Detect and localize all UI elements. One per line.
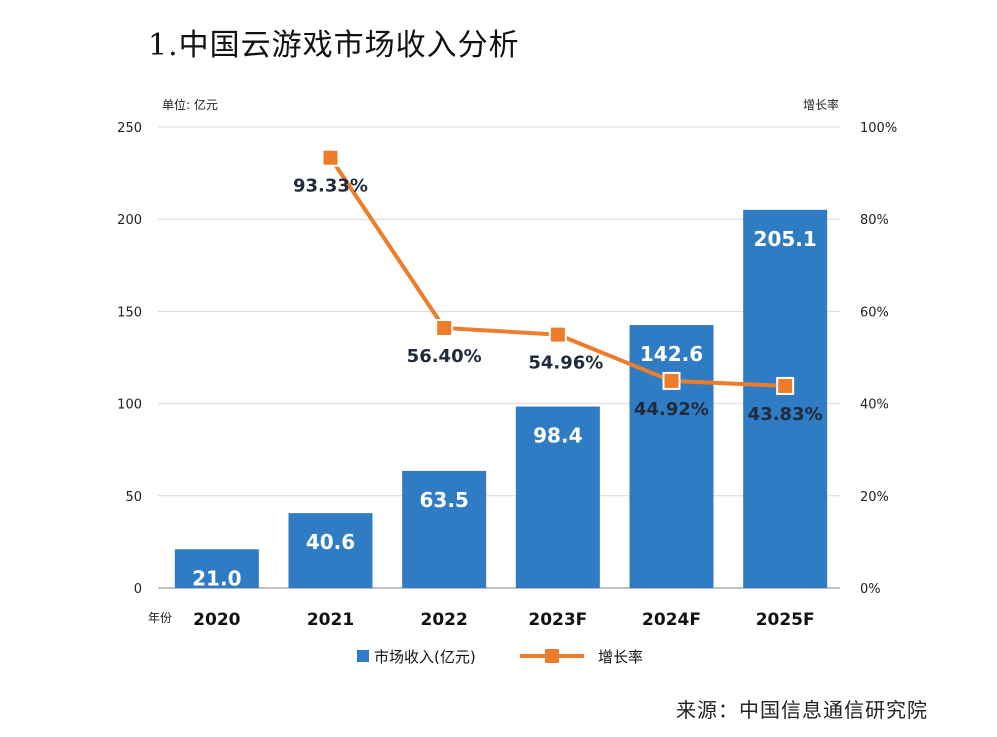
x-tick-label: 2024F — [642, 610, 701, 630]
legend: 市场收入(亿元) 增长率 — [357, 648, 643, 666]
chart: 0 50 100 150 200 250 0% 20% 40% 60% 80% 100% 21.0 4… — [117, 121, 897, 666]
x-tick-label: 2022 — [421, 610, 468, 630]
right-axis-ticks: 0% 20% 40% 60% 80% 100% — [860, 121, 897, 597]
grid — [158, 126, 840, 589]
growth-value-label: 56.40% — [407, 346, 482, 367]
bar-value-label: 98.4 — [533, 424, 582, 448]
x-axis-ticks: 2020 2021 2022 2023F 2024F 2025F — [193, 610, 814, 630]
bar-value-label: 21.0 — [192, 566, 241, 590]
legend-line-label: 增长率 — [598, 648, 643, 666]
x-tick-label: 2021 — [307, 610, 354, 630]
growth-value-label: 93.33% — [293, 176, 368, 197]
bar-value-label: 63.5 — [419, 488, 468, 512]
x-tick-label: 2020 — [193, 610, 240, 630]
left-tick-label: 0 — [134, 582, 142, 597]
bars — [174, 209, 828, 588]
growth-marker — [435, 318, 454, 337]
growth-marker — [321, 148, 340, 167]
legend-line-marker — [545, 649, 559, 663]
right-axis-unit: 增长率 — [803, 98, 840, 112]
bar-value-label: 142.6 — [640, 342, 703, 366]
right-tick-label: 0% — [860, 582, 881, 597]
left-tick-label: 100 — [117, 398, 142, 413]
bar — [515, 406, 600, 588]
growth-marker — [776, 376, 795, 395]
growth-value-label: 43.83% — [748, 404, 823, 425]
left-tick-label: 150 — [117, 305, 142, 320]
left-tick-label: 50 — [125, 490, 142, 505]
bar — [174, 549, 259, 588]
left-tick-label: 250 — [117, 121, 142, 136]
growth-marker — [548, 325, 567, 344]
left-axis-unit: 单位: 亿元 — [162, 98, 218, 112]
bar-labels: 21.0 40.6 63.5 98.4 142.6 205.1 — [192, 227, 817, 590]
right-tick-label: 20% — [860, 490, 889, 505]
x-tick-label: 2023F — [528, 610, 587, 630]
bar — [288, 513, 373, 588]
legend-bar-swatch — [357, 650, 369, 662]
x-tick-label: 2025F — [756, 610, 815, 630]
left-axis-ticks: 0 50 100 150 200 250 — [117, 121, 142, 597]
growth-value-label: 54.96% — [528, 353, 603, 374]
x-axis-label: 年份 — [148, 611, 172, 625]
bar — [402, 470, 487, 588]
growth-line — [321, 148, 795, 395]
legend-bar-label: 市场收入(亿元) — [374, 648, 476, 666]
left-tick-label: 200 — [117, 213, 142, 228]
bar-value-label: 205.1 — [754, 227, 817, 251]
growth-marker — [662, 371, 681, 390]
bar-value-label: 40.6 — [306, 530, 355, 554]
growth-labels: 93.33% 56.40% 54.96% 44.92% 43.83% — [293, 176, 823, 425]
bar — [743, 209, 828, 588]
source-note: 来源：中国信息通信研究院 — [676, 698, 928, 722]
page-title: 1.中国云游戏市场收入分析 — [148, 28, 520, 63]
growth-value-label: 44.92% — [634, 399, 709, 420]
right-tick-label: 60% — [860, 305, 889, 320]
right-tick-label: 100% — [860, 121, 897, 136]
right-tick-label: 80% — [860, 213, 889, 228]
right-tick-label: 40% — [860, 398, 889, 413]
